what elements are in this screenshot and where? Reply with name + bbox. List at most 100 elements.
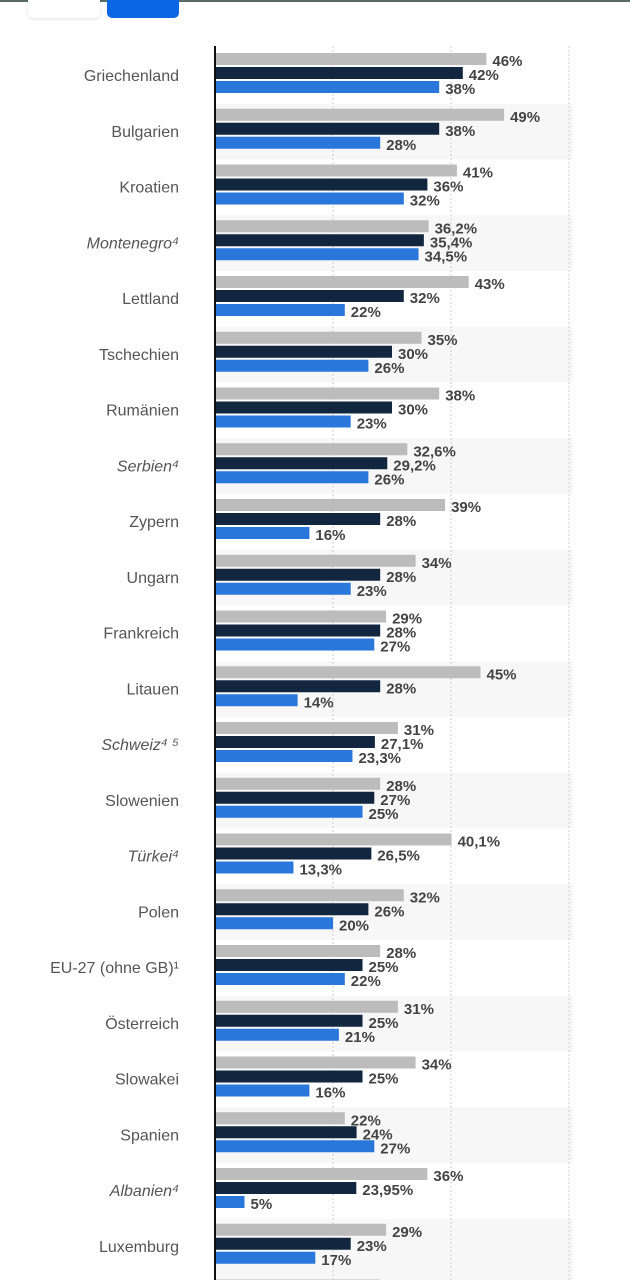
data-label: 28% [386, 137, 416, 154]
bar [215, 833, 452, 846]
data-label: 38% [445, 388, 475, 405]
bar [215, 527, 310, 539]
bar [215, 736, 375, 748]
bar [215, 276, 469, 288]
data-label: 39% [451, 499, 481, 516]
bar [215, 1237, 351, 1250]
category-label: Luxemburg [99, 1239, 179, 1256]
data-label: 32,6% [413, 443, 456, 460]
bar [215, 568, 381, 581]
data-label: 30% [398, 402, 428, 419]
data-label: 25% [369, 1071, 399, 1088]
bar [215, 1140, 375, 1153]
category-label: Griechenland [84, 68, 179, 85]
data-label: 34,5% [425, 248, 468, 265]
bar [215, 136, 381, 149]
bar [215, 457, 388, 470]
data-label: 24% [363, 1126, 393, 1143]
bar [215, 973, 345, 985]
data-label: 28% [386, 778, 416, 795]
category-label: Ungarn [127, 570, 179, 587]
data-label: 45% [487, 666, 517, 683]
data-label: 32% [410, 889, 440, 906]
bar [215, 889, 404, 902]
data-label: 27% [380, 639, 410, 656]
category-label: Lettland [122, 291, 179, 308]
data-label: 31% [404, 1001, 434, 1018]
category-label: Spanien [120, 1127, 179, 1144]
data-label: 41% [463, 165, 493, 182]
bar [215, 471, 369, 484]
bar [215, 777, 381, 790]
bar [215, 234, 424, 247]
bar [215, 610, 387, 623]
bar [215, 1168, 428, 1180]
data-label: 49% [510, 109, 540, 126]
data-label: 22% [351, 973, 381, 990]
data-label: 26% [374, 360, 404, 377]
row-band [215, 1274, 573, 1280]
data-label: 26% [374, 471, 404, 488]
bar [215, 248, 419, 261]
data-label: 16% [315, 527, 345, 544]
data-label: 36% [433, 179, 463, 196]
bar [215, 666, 481, 679]
data-label: 26% [374, 903, 404, 920]
bar [215, 304, 345, 316]
bar [215, 443, 408, 456]
bar [215, 178, 428, 191]
bar [215, 680, 381, 693]
data-label: 28% [386, 625, 416, 642]
bar [215, 805, 363, 818]
data-label: 20% [339, 917, 369, 934]
bar [215, 1084, 310, 1097]
bar [215, 345, 392, 358]
data-label: 14% [304, 694, 334, 711]
data-label: 36% [433, 1168, 463, 1185]
data-label: 28% [386, 513, 416, 530]
bar [215, 554, 416, 567]
category-label: Polen [138, 904, 179, 921]
data-label: 23% [357, 583, 387, 600]
option-2-button[interactable] [107, 0, 179, 18]
bar [215, 1196, 245, 1208]
data-label: 34% [422, 555, 452, 572]
data-label: 35,4% [430, 234, 473, 251]
bar [215, 1182, 357, 1194]
bar [215, 164, 457, 177]
bar [215, 1126, 357, 1139]
category-label: Montenegro⁴ [87, 235, 179, 252]
data-label: 32% [410, 290, 440, 307]
bar [215, 1000, 398, 1013]
data-label: 46% [492, 53, 522, 70]
bar [215, 122, 440, 135]
category-label: Türkei⁴ [128, 849, 179, 866]
data-label: 34% [422, 1057, 452, 1074]
bar [215, 903, 369, 916]
data-label: 27% [380, 792, 410, 809]
data-label: 23% [357, 416, 387, 433]
data-label: 27,1% [381, 736, 424, 753]
bar [215, 959, 363, 971]
data-label: 5% [251, 1196, 273, 1213]
data-label: 29,2% [393, 457, 436, 474]
bar [215, 1070, 363, 1083]
data-label: 23% [357, 1238, 387, 1255]
bar [215, 1251, 316, 1264]
category-label: Frankreich [103, 626, 179, 643]
data-label: 28% [386, 569, 416, 586]
data-label: 23,3% [358, 750, 401, 767]
data-label: 28% [386, 680, 416, 697]
bar [215, 67, 463, 79]
bar [215, 387, 440, 400]
bar [215, 499, 446, 511]
category-label: Bulgarien [111, 124, 179, 141]
bar [215, 722, 398, 734]
data-label: 30% [398, 346, 428, 363]
option-1-button[interactable] [28, 0, 100, 18]
data-label: 28% [386, 945, 416, 962]
bar [215, 415, 351, 428]
bar [215, 582, 351, 595]
data-label: 17% [321, 1252, 351, 1269]
bar [215, 917, 333, 930]
